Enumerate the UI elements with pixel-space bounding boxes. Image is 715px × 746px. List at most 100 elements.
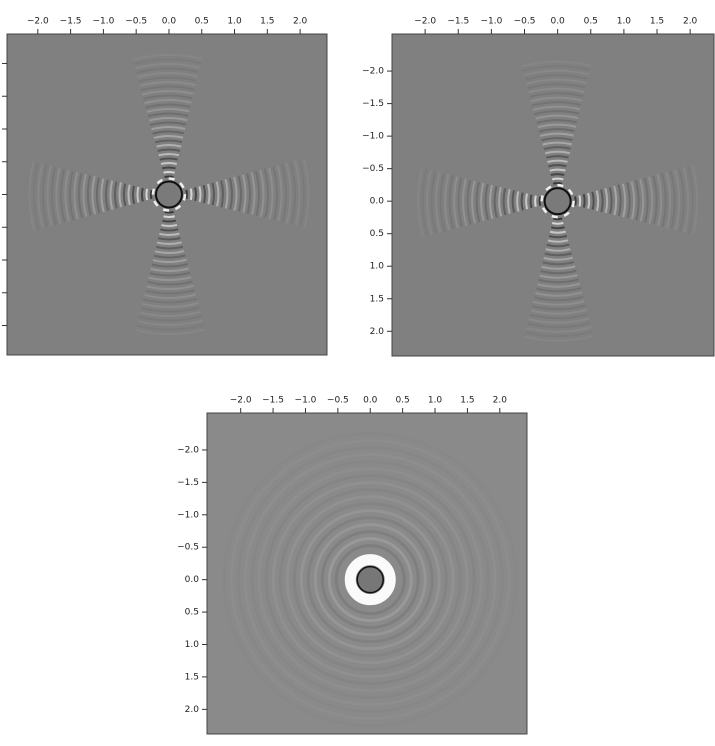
x-tick-label: −0.5: [514, 17, 536, 27]
x-tick-label: −1.5: [60, 17, 82, 27]
x-tick-label: −1.0: [480, 17, 502, 27]
ring: [127, 153, 211, 236]
ring: [149, 175, 188, 214]
frame: [206, 412, 528, 735]
ring: [113, 139, 224, 250]
x-tick-label: 0.5: [195, 17, 209, 27]
x-tick-label: 1.5: [650, 17, 664, 27]
y-tick-label: −1.0: [177, 510, 199, 520]
y-tick-label: 1.0: [185, 640, 200, 650]
ring: [136, 162, 202, 227]
ring: [271, 481, 469, 679]
x-tick-label: −2.0: [414, 17, 436, 27]
y-tick-label: −1.0: [362, 132, 384, 142]
image-pattern: [417, 60, 699, 342]
frame: [391, 33, 715, 357]
x-tick-label: 0.5: [584, 17, 598, 27]
ring: [122, 148, 215, 241]
ring: [50, 76, 287, 313]
panel: −2.0 −1.5 −1.0 −0.5 0.0 0.5 1.0 1.5 2.0 −2.0 −1.5 −…: [177, 396, 528, 735]
ring: [534, 177, 582, 225]
image-pattern: [28, 54, 310, 335]
ring: [37, 63, 301, 326]
x-tick-label: 0.0: [162, 17, 177, 27]
ring: [229, 439, 511, 721]
center-highlight: [540, 183, 575, 219]
ring: [507, 150, 609, 252]
ring: [250, 460, 490, 700]
y-tick-label: −0.5: [362, 164, 384, 174]
x-tick-label: 1.0: [617, 17, 632, 27]
ring: [538, 182, 577, 221]
panel: −2.0 −1.5 −1.0 −0.5 0.0 0.5 1.0 1.5 2.0: [2, 17, 328, 356]
y-tick-label: −2.0: [177, 445, 199, 455]
x-tick-label: 2.0: [293, 17, 308, 27]
ring: [59, 85, 278, 304]
x-tick-label: −2.0: [27, 17, 49, 27]
x-tick-label: −0.5: [125, 17, 147, 27]
ring: [306, 516, 434, 644]
ring: [95, 121, 242, 268]
ring: [426, 69, 690, 333]
x-tick-label: −1.0: [92, 17, 114, 27]
bright-ring: [344, 554, 396, 606]
y-tick-label: 0.0: [185, 575, 200, 585]
ring: [32, 58, 305, 331]
x-tick-label: −2.0: [230, 396, 252, 406]
ring: [264, 474, 476, 686]
x-tick-label: 0.0: [550, 17, 565, 27]
ring: [334, 544, 406, 616]
ring: [68, 94, 269, 295]
ring: [64, 90, 274, 299]
ring: [222, 432, 518, 728]
ring: [236, 446, 504, 714]
x-tick-label: 1.0: [227, 17, 242, 27]
image-pattern: [222, 432, 518, 728]
x-tick-label: −1.5: [262, 396, 284, 406]
ring: [77, 103, 260, 286]
center-highlight: [151, 177, 187, 212]
ring: [516, 159, 600, 243]
x-tick-label: −1.5: [447, 17, 469, 27]
y-tick-label: 0.0: [370, 197, 385, 207]
x-tick-label: 1.5: [460, 396, 474, 406]
ring: [131, 157, 206, 232]
ring: [140, 166, 197, 223]
y-tick-label: 2.0: [370, 327, 385, 337]
ring: [86, 112, 251, 277]
x-tick-label: 0.0: [363, 396, 378, 406]
ring: [91, 117, 247, 272]
ring: [313, 523, 427, 637]
ring: [82, 108, 256, 281]
ring: [145, 171, 193, 218]
ring: [73, 99, 265, 290]
ring: [109, 135, 229, 254]
ring: [520, 164, 595, 239]
y-tick-label: −2.0: [362, 67, 384, 77]
ring: [430, 74, 685, 329]
ring: [439, 83, 676, 320]
center-disk: [356, 565, 384, 594]
ring: [529, 173, 586, 230]
ring: [257, 467, 483, 693]
ring: [100, 126, 238, 263]
ring: [46, 72, 292, 317]
ring: [292, 502, 448, 658]
ring: [511, 155, 604, 248]
y-tick-label: −1.5: [177, 478, 199, 488]
x-tick-label: −0.5: [327, 396, 349, 406]
ring: [118, 144, 220, 245]
y-tick-label: −1.5: [362, 99, 384, 109]
x-tick-label: 2.0: [683, 17, 698, 27]
ring: [28, 54, 310, 335]
x-tick-label: 1.5: [260, 17, 274, 27]
y-tick-label: 1.0: [370, 262, 385, 272]
x-tick-label: 1.0: [428, 396, 443, 406]
y-tick-label: 2.0: [185, 705, 200, 715]
ring: [243, 453, 497, 707]
ring: [278, 488, 462, 672]
ring: [327, 537, 413, 623]
ring: [299, 509, 441, 651]
ring: [104, 130, 233, 259]
